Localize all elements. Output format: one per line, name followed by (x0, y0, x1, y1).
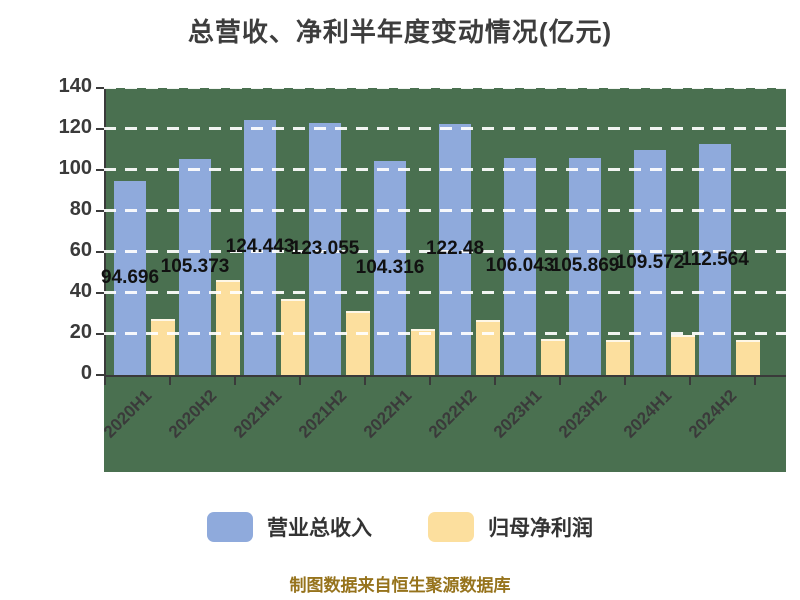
gridline-100 (104, 168, 786, 171)
y-label-120: 120 (58, 116, 92, 138)
value-label-2020H2: 105.373 (160, 256, 230, 277)
y-axis-line (104, 88, 106, 377)
plot-background: 94.696 105.373 124.443 123.055 104.316 122.48… (100, 86, 786, 472)
x-tick-6 (494, 377, 496, 385)
value-label-2024H1: 109.572 (615, 251, 685, 273)
x-tick-2 (234, 377, 236, 385)
x-label-2024H1: 2024H1 (619, 386, 676, 442)
y-label-20: 20 (69, 321, 92, 343)
plot-area: 94.696 105.373 124.443 123.055 104.316 122.48… (101, 86, 786, 375)
x-label-2020H1: 2020H1 (99, 386, 156, 442)
x-tick-1 (169, 377, 171, 385)
gridline-60 (104, 250, 786, 253)
gridline-140 (104, 86, 786, 89)
gridline-80 (104, 209, 786, 212)
x-label-2020H2: 2020H2 (164, 386, 221, 442)
profit-bar-2020H1 (151, 318, 175, 375)
value-label-2023H2: 105.869 (550, 255, 620, 277)
gridline-120 (104, 127, 786, 130)
value-label-2020H1: 94.696 (100, 266, 160, 288)
x-label-2021H2: 2021H2 (294, 386, 351, 442)
profit-swatch-icon (428, 512, 474, 542)
x-label-2023H2: 2023H2 (554, 386, 611, 442)
value-label-2021H1: 124.443 (225, 236, 295, 258)
value-label-2024H2: 112.564 (681, 248, 749, 270)
y-label-0: 0 (80, 362, 92, 384)
y-tick-60 (96, 251, 104, 253)
x-tick-9 (689, 377, 691, 385)
profit-bar-2023H2 (606, 340, 630, 375)
profit-bar-2021H1 (281, 299, 305, 375)
legend-label-profit: 归母净利润 (488, 517, 593, 540)
gridline-40 (104, 291, 786, 294)
x-tick-8 (624, 377, 626, 385)
y-tick-100 (96, 169, 104, 171)
revenue-bar-2023H2 (569, 157, 601, 375)
y-label-140: 140 (58, 75, 92, 97)
y-tick-80 (96, 210, 104, 212)
x-label-2022H2: 2022H2 (424, 386, 481, 442)
profit-bar-2022H2 (476, 319, 500, 375)
revenue-bar-2023H1 (504, 157, 536, 375)
x-label-2021H1: 2021H1 (229, 386, 286, 442)
gridline-20 (104, 332, 786, 335)
profit-bar-2021H2 (346, 311, 370, 375)
revenue-swatch-icon (207, 512, 253, 542)
x-tick-3 (299, 377, 301, 385)
value-label-2022H2: 122.48 (425, 238, 485, 260)
revenue-bar-2020H1 (114, 180, 146, 375)
legend-label-revenue: 营业总收入 (267, 517, 372, 540)
legend-item-revenue: 营业总收入 (207, 512, 372, 542)
revenue-bar-2020H2 (179, 159, 211, 375)
x-tick-7 (559, 377, 561, 385)
revenue-bar-2024H1 (634, 150, 666, 375)
y-label-60: 60 (69, 239, 92, 261)
x-tick-0 (104, 377, 106, 385)
legend: 营业总收入 归母净利润 (0, 512, 800, 542)
y-label-100: 100 (58, 157, 92, 179)
x-label-2023H1: 2023H1 (489, 386, 546, 442)
revenue-bar-2022H1 (374, 161, 406, 375)
y-tick-20 (96, 333, 104, 335)
value-label-2023H1: 106.043 (485, 255, 555, 277)
x-tick-5 (429, 377, 431, 385)
y-tick-120 (96, 128, 104, 130)
profit-bar-2024H2 (736, 340, 760, 375)
revenue-bar-2024H2 (699, 144, 731, 375)
profit-bar-2020H2 (216, 279, 240, 375)
x-label-2022H1: 2022H1 (359, 386, 416, 442)
profit-bar-2022H1 (411, 328, 435, 375)
y-label-80: 80 (69, 198, 92, 220)
legend-item-profit: 归母净利润 (428, 512, 593, 542)
y-tick-0 (96, 374, 104, 376)
profit-bar-2023H1 (541, 339, 565, 375)
data-source-note: 制图数据来自恒生聚源数据库 (289, 576, 511, 595)
y-tick-140 (96, 87, 104, 89)
y-label-40: 40 (69, 280, 92, 302)
x-axis-line (104, 375, 786, 377)
x-tick-4 (364, 377, 366, 385)
value-label-2022H1: 104.316 (355, 257, 425, 279)
chart-title: 总营收、净利半年度变动情况(亿元) (187, 17, 613, 47)
profit-bar-2024H1 (671, 335, 695, 375)
x-tick-10 (754, 377, 756, 385)
x-label-2024H2: 2024H2 (684, 386, 741, 442)
y-tick-40 (96, 292, 104, 294)
value-label-2021H2: 123.055 (290, 237, 360, 259)
